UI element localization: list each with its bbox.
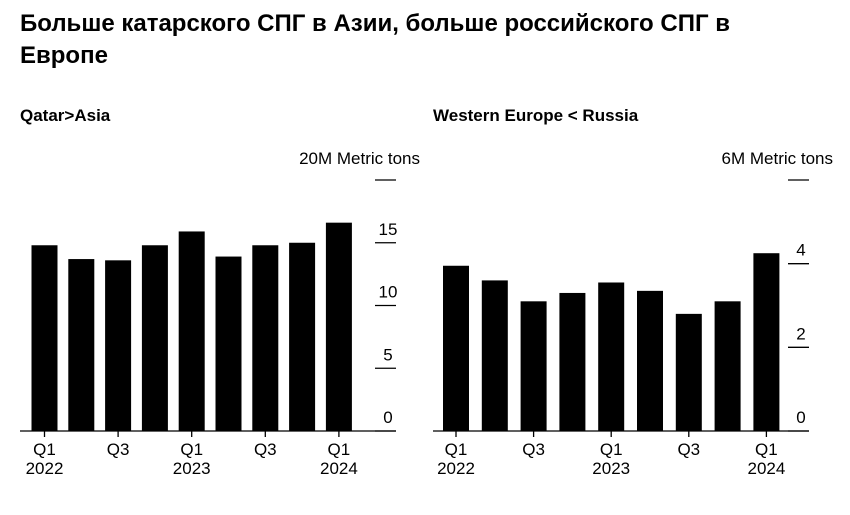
y-tick-label: 0 <box>796 408 805 427</box>
y-tick-label: 10 <box>379 283 398 302</box>
y-tick-label: 4 <box>796 241 805 260</box>
bar-q1-2022 <box>31 245 58 431</box>
bar-q1-2023 <box>598 282 625 431</box>
unit-label: 6M Metric tons <box>721 149 833 168</box>
x-tick-label: Q3 <box>677 440 700 459</box>
bar-q3-2023 <box>675 313 702 431</box>
y-tick-label: 2 <box>796 324 805 343</box>
x-tick-year-label: 2023 <box>592 459 630 478</box>
bar-q3-2022 <box>105 260 132 431</box>
bar-q3-2023 <box>252 245 279 431</box>
y-tick-label: 0 <box>383 408 392 427</box>
bar-q1-2024 <box>753 253 780 431</box>
bar-q4-2022 <box>141 245 168 431</box>
bar-q4-2023 <box>714 301 741 431</box>
bar-q4-2022 <box>559 292 586 431</box>
x-tick-label: Q1 <box>445 440 468 459</box>
x-tick-label: Q1 <box>33 440 56 459</box>
bar-q2-2023 <box>215 256 242 431</box>
x-tick-label: Q3 <box>522 440 545 459</box>
x-tick-year-label: 2023 <box>173 459 211 478</box>
bar-q1-2022 <box>443 265 469 431</box>
x-tick-label: Q3 <box>254 440 277 459</box>
x-tick-year-label: 2022 <box>437 459 475 478</box>
x-tick-label: Q1 <box>180 440 203 459</box>
x-tick-year-label: 2024 <box>320 459 358 478</box>
chart-panel-qatar-asia: Qatar>Asia 20M Metric tons 0 5 10 15 Q1 2022 Q… <box>20 100 420 500</box>
bar-q1-2023 <box>178 231 205 431</box>
x-tick-label: Q1 <box>600 440 623 459</box>
bar-q4-2023 <box>289 242 316 431</box>
chart-panel-western-europe-russia: Western Europe < Russia 6M Metric tons 0… <box>433 100 833 500</box>
chart-title: Больше катарского СПГ в Азии, больше рос… <box>20 10 730 69</box>
panel-title: Western Europe < Russia <box>433 106 639 125</box>
bar-q2-2023 <box>637 290 663 431</box>
unit-label: 20M Metric tons <box>299 149 420 168</box>
y-tick-label: 5 <box>383 345 392 364</box>
x-tick-year-label: 2024 <box>747 459 785 478</box>
panel-title: Qatar>Asia <box>20 106 111 125</box>
bar-q1-2024 <box>325 222 352 431</box>
x-tick-label: Q1 <box>755 440 778 459</box>
bar-q2-2022 <box>481 280 508 431</box>
x-tick-year-label: 2022 <box>26 459 64 478</box>
bar-q3-2022 <box>520 301 547 431</box>
bar-q2-2022 <box>68 259 95 431</box>
x-tick-label: Q3 <box>107 440 130 459</box>
y-tick-label: 15 <box>379 220 398 239</box>
x-tick-label: Q1 <box>328 440 351 459</box>
